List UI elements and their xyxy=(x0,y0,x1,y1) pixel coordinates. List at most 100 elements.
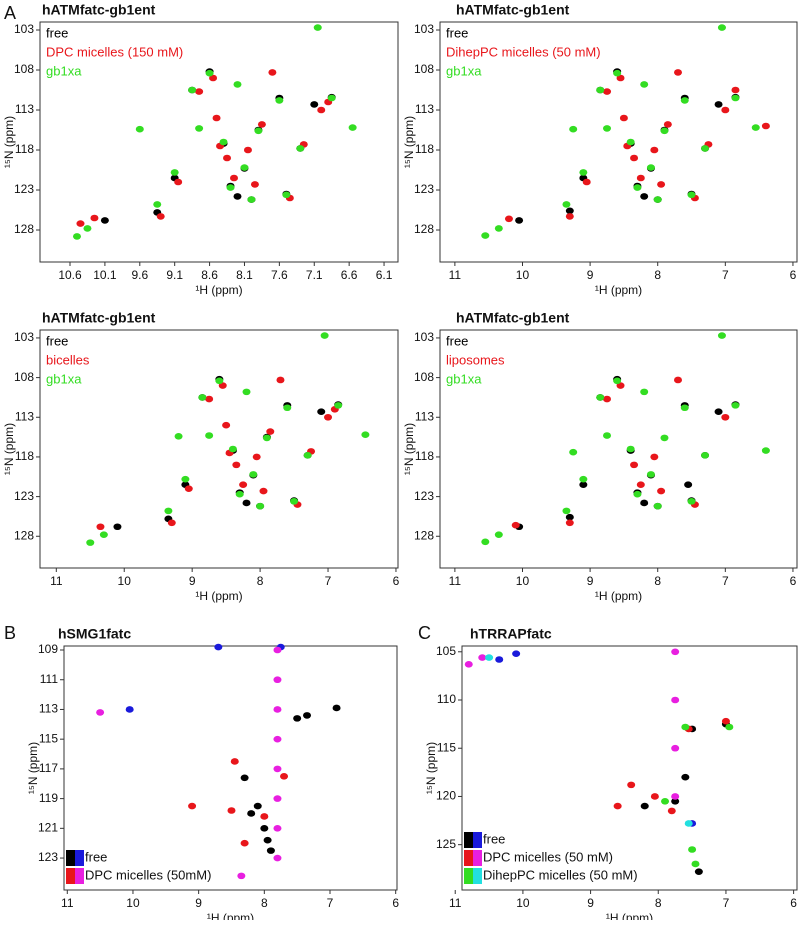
peak xyxy=(324,413,333,421)
peak xyxy=(212,114,221,122)
legend-label: free xyxy=(446,25,468,40)
y-axis-label: ¹⁵N (ppm) xyxy=(424,742,438,794)
peak xyxy=(691,860,700,868)
peak xyxy=(569,125,578,133)
legend-label: gb1xa xyxy=(446,371,482,386)
x-tick-label: 7 xyxy=(327,896,334,910)
peak xyxy=(96,709,105,716)
peak xyxy=(687,498,696,505)
legend-label: free xyxy=(85,849,107,864)
x-tick-label: 6 xyxy=(790,268,797,282)
peak xyxy=(90,214,99,222)
y-axis-label: ¹⁵N (ppm) xyxy=(2,116,16,168)
x-tick-label: 11 xyxy=(50,574,63,588)
peak xyxy=(260,813,269,820)
x-tick-label: 10 xyxy=(516,268,530,282)
peak xyxy=(273,735,282,743)
legend-swatch xyxy=(464,850,473,866)
peak xyxy=(721,717,730,725)
peak xyxy=(579,169,588,176)
x-tick-label: 6 xyxy=(790,896,797,910)
legend-label: DihepPC micelles (50 mM) xyxy=(446,44,601,59)
y-tick-label: 128 xyxy=(414,528,434,542)
plot-frame xyxy=(461,645,798,891)
peak xyxy=(674,376,682,384)
peak xyxy=(334,402,343,409)
peak xyxy=(228,445,237,453)
legend-swatch xyxy=(464,832,473,848)
peak xyxy=(481,538,490,546)
peak xyxy=(717,332,726,339)
x-tick-label: 9 xyxy=(587,268,594,282)
peak xyxy=(282,191,291,199)
peak xyxy=(273,765,282,773)
x-tick-label: 6 xyxy=(393,574,400,588)
peak xyxy=(273,854,282,862)
panel-label: C xyxy=(418,623,431,643)
x-tick-label: 10 xyxy=(516,896,530,910)
legend-label: DihepPC micelles (50 mM) xyxy=(483,867,638,882)
peak xyxy=(751,124,760,131)
peak xyxy=(156,213,165,220)
x-tick-label: 9.1 xyxy=(166,268,183,282)
legend-label: free xyxy=(46,25,68,40)
chart-title: hTRRAPfatc xyxy=(470,626,552,642)
x-tick-label: 10.6 xyxy=(58,268,82,282)
y-tick-label: 113 xyxy=(415,102,434,116)
peak xyxy=(167,519,176,527)
x-tick-label: 8.1 xyxy=(236,268,253,282)
legend-label: DPC micelles (50 mM) xyxy=(483,849,613,864)
peak xyxy=(694,868,703,875)
peak xyxy=(266,847,275,854)
y-tick-label: 103 xyxy=(414,330,434,344)
peak xyxy=(657,487,666,495)
peak xyxy=(240,164,249,171)
legend-label: bicelles xyxy=(46,352,90,367)
y-tick-label: 109 xyxy=(38,642,58,656)
peak xyxy=(174,178,183,186)
peak xyxy=(198,394,207,401)
y-tick-label: 123 xyxy=(414,182,434,196)
peak xyxy=(616,74,625,82)
peak xyxy=(671,648,680,656)
peak xyxy=(633,490,642,498)
peak xyxy=(761,122,770,130)
legend-swatch xyxy=(464,868,473,884)
peak xyxy=(249,471,258,478)
peak xyxy=(254,127,263,135)
y-axis-label: ¹⁵N (ppm) xyxy=(402,116,416,168)
peak xyxy=(731,402,740,409)
x-tick-label: 7 xyxy=(723,896,730,910)
y-axis-label: ¹⁵N (ppm) xyxy=(26,742,40,794)
peak xyxy=(226,184,235,191)
legend-label: free xyxy=(483,831,505,846)
peak xyxy=(240,774,249,782)
peak xyxy=(613,377,622,385)
y-tick-label: 103 xyxy=(414,22,434,36)
chart-title: hATMfatc-gb1ent xyxy=(42,310,156,326)
peak xyxy=(205,69,214,77)
peak xyxy=(627,781,636,789)
peak xyxy=(633,184,642,191)
peak xyxy=(260,825,269,832)
peak xyxy=(96,523,105,531)
peak xyxy=(205,432,214,439)
peak xyxy=(646,164,655,171)
plot-frame xyxy=(39,21,399,263)
peak xyxy=(481,232,490,239)
peak xyxy=(195,88,204,95)
peak xyxy=(195,125,204,132)
peak xyxy=(512,650,521,658)
y-tick-label: 108 xyxy=(14,62,34,76)
peak xyxy=(242,499,251,507)
peak xyxy=(511,521,520,529)
legend-swatch xyxy=(75,868,84,884)
peak xyxy=(687,191,696,199)
x-axis-label: ¹H (ppm) xyxy=(606,911,653,920)
peak xyxy=(616,382,625,389)
peak xyxy=(83,225,92,232)
y-tick-label: 113 xyxy=(15,409,34,423)
y-axis-label: ¹⁵N (ppm) xyxy=(2,423,16,475)
x-tick-label: 9 xyxy=(587,896,594,910)
peak xyxy=(562,507,571,515)
